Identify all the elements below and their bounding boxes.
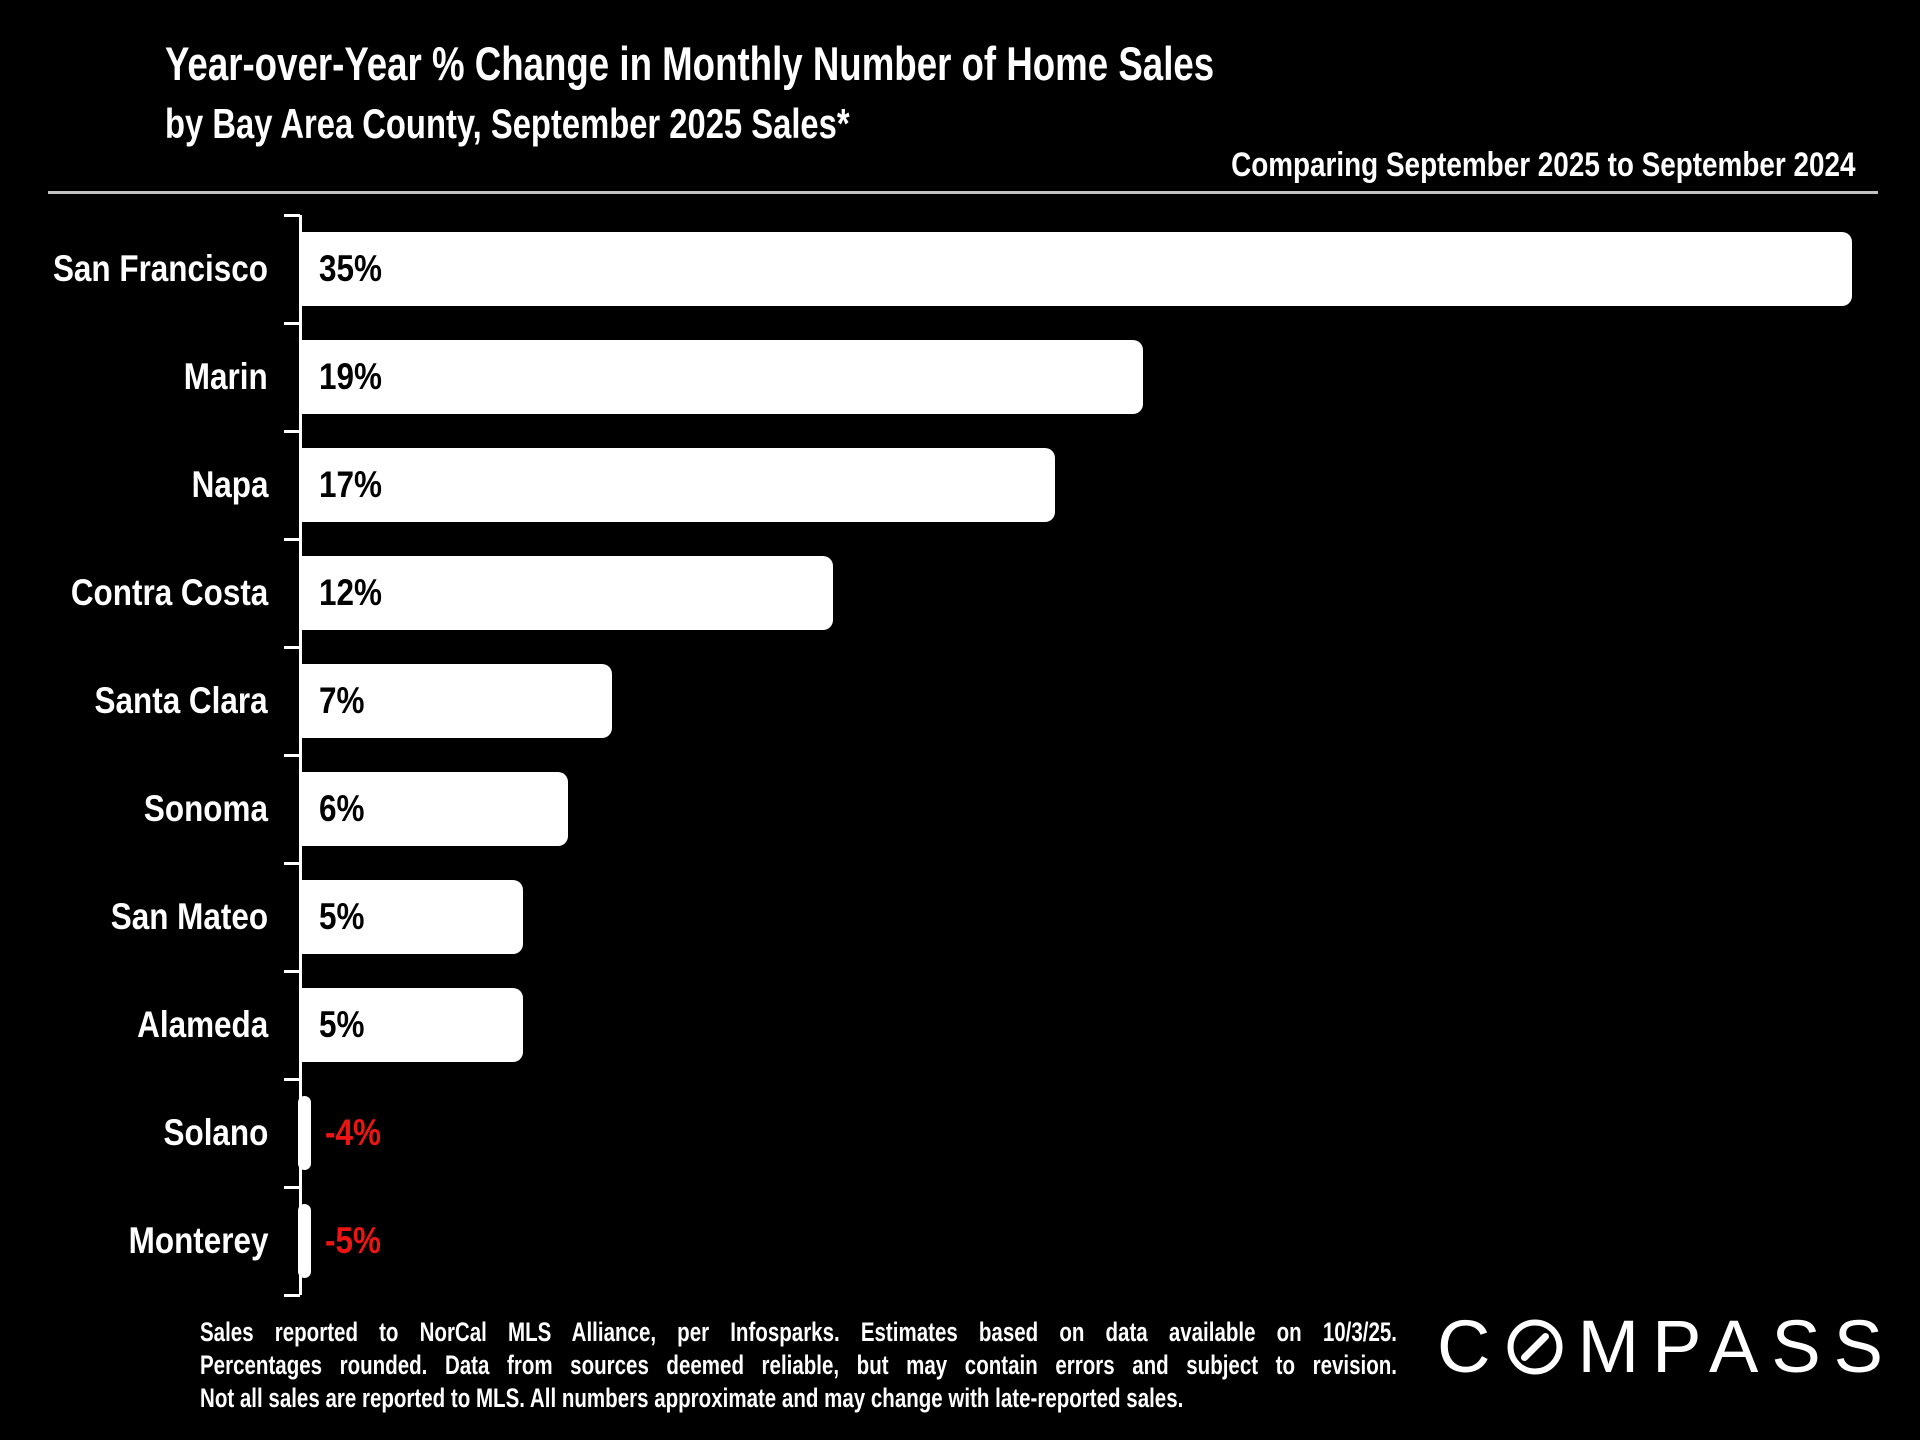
chart-title-line-2: by Bay Area County, September 2025 Sales… [165,100,850,147]
bar-sonoma: 6% [302,772,568,846]
axis-tick [284,1078,300,1081]
value-label-sonoma: 6% [319,788,365,829]
category-cell: Sonoma [0,755,268,863]
chart-row-alameda: Alameda 5% [0,971,1920,1079]
value-label-monterey: -5% [325,1220,381,1261]
value-label-contra-costa: 12% [319,572,382,613]
chart-row-napa: Napa 17% [0,431,1920,539]
category-label-marin: Marin [184,356,268,397]
compass-slashed-o-icon [1507,1319,1563,1375]
chart-row-san-francisco: San Francisco 35% [0,215,1920,323]
category-label-monterey: Monterey [128,1220,268,1261]
value-label-solano: -4% [325,1112,381,1153]
category-cell: Napa [0,431,268,539]
axis-tick [284,322,300,325]
value-label-alameda: 5% [319,1004,365,1045]
bar-monterey [298,1204,311,1278]
bar-marin: 19% [302,340,1143,414]
chart-row-contra-costa: Contra Costa 12% [0,539,1920,647]
axis-tick [284,430,300,433]
bar-alameda: 5% [302,988,523,1062]
axis-tick [284,862,300,865]
category-cell: Contra Costa [0,539,268,647]
value-label-san-francisco: 35% [319,248,382,289]
header-divider [48,191,1878,194]
disclaimer-text: Sales reported to NorCal MLS Alliance, p… [200,1316,1397,1415]
value-label-marin: 19% [319,356,382,397]
bar-santa-clara: 7% [302,664,612,738]
disclaimer-line-1: Sales reported to NorCal MLS Alliance, p… [200,1317,1397,1347]
category-label-alameda: Alameda [136,1004,268,1045]
axis-tick [284,1186,300,1189]
bar-solano [298,1096,311,1170]
chart-row-san-mateo: San Mateo 5% [0,863,1920,971]
axis-tick [284,538,300,541]
comparison-note: Comparing September 2025 to September 20… [1230,146,1855,184]
bar-san-francisco: 35% [302,232,1852,306]
chart-title-line-1: Year-over-Year % Change in Monthly Numbe… [165,37,1215,90]
axis-tick [284,646,300,649]
value-label-napa: 17% [319,464,382,505]
category-label-contra-costa: Contra Costa [70,572,268,613]
value-label-san-mateo: 5% [319,896,365,937]
bar-chart-plot-area: San Francisco 35% Marin 19% Napa 17% Contra Co… [0,214,1920,1297]
category-label-san-mateo: San Mateo [110,896,268,937]
compass-logo: C MPASS [1437,1305,1897,1388]
y-axis-line [299,215,302,1295]
compass-logo-suffix: MPASS [1577,1305,1897,1388]
axis-tick [284,1294,300,1297]
value-label-santa-clara: 7% [319,680,365,721]
category-cell: San Mateo [0,863,268,971]
category-cell: San Francisco [0,215,268,323]
disclaimer-line-2: Percentages rounded. Data from sources d… [200,1350,1397,1380]
chart-row-solano: Solano -4% [0,1079,1920,1187]
category-label-napa: Napa [191,464,268,505]
bar-napa: 17% [302,448,1055,522]
chart-row-santa-clara: Santa Clara 7% [0,647,1920,755]
bar-contra-costa: 12% [302,556,833,630]
chart-row-marin: Marin 19% [0,323,1920,431]
category-cell: Alameda [0,971,268,1079]
compass-logo-prefix: C [1437,1305,1504,1388]
category-label-solano: Solano [163,1112,268,1153]
chart-row-sonoma: Sonoma 6% [0,755,1920,863]
category-cell: Marin [0,323,268,431]
bar-san-mateo: 5% [302,880,523,954]
category-label-santa-clara: Santa Clara [94,680,268,721]
axis-tick [284,214,300,217]
category-label-san-francisco: San Francisco [53,248,268,289]
category-label-sonoma: Sonoma [143,788,268,829]
chart-row-monterey: Monterey -5% [0,1187,1920,1295]
axis-tick [284,970,300,973]
category-cell: Monterey [0,1187,268,1295]
category-cell: Santa Clara [0,647,268,755]
disclaimer-line-3: Not all sales are reported to MLS. All n… [200,1383,1184,1413]
category-cell: Solano [0,1079,268,1187]
axis-tick [284,754,300,757]
